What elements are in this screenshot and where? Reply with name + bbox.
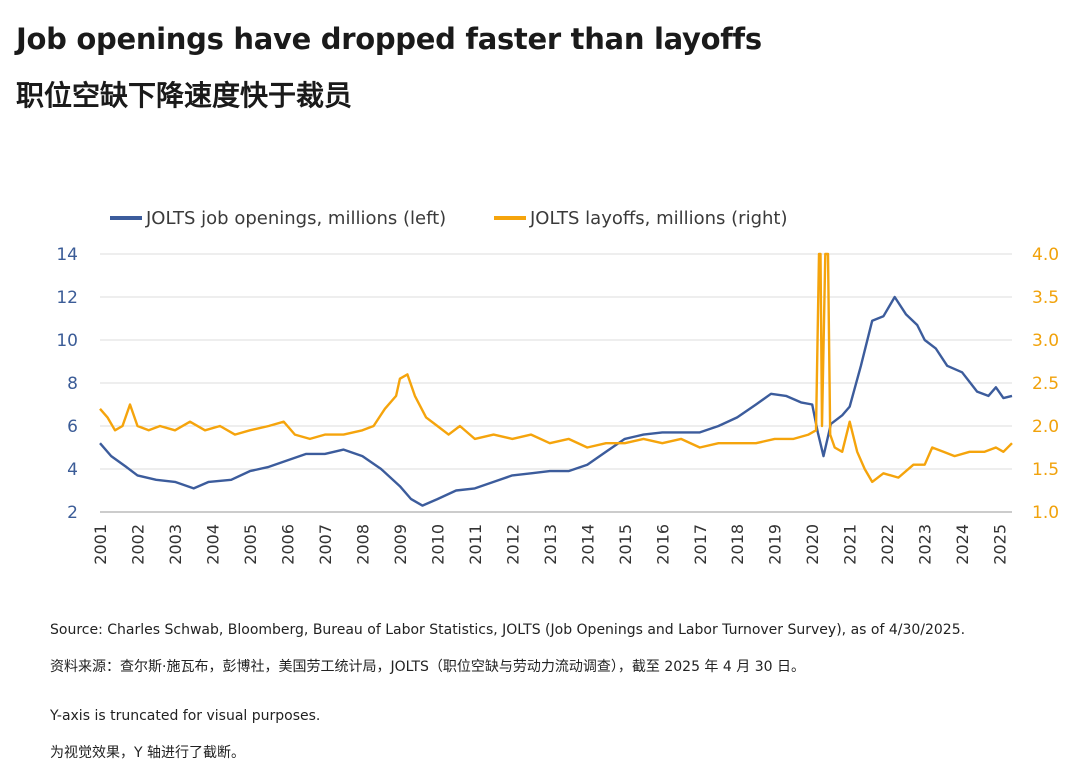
right-tick-label-1.0: 1.0 bbox=[1032, 503, 1059, 523]
x-tick-label-2020: 2020 bbox=[803, 524, 822, 565]
x-tick-label-2013: 2013 bbox=[541, 524, 560, 565]
x-tick-label-2005: 2005 bbox=[241, 524, 260, 565]
x-axis: 2001 2002 2003 2004 2005 2006 2007 2008 2009 2010… bbox=[91, 511, 1012, 565]
x-tick-label-2025: 2025 bbox=[991, 524, 1010, 565]
x-tick-label-2010: 2010 bbox=[428, 524, 447, 565]
right-tick-label-1.5: 1.5 bbox=[1032, 460, 1059, 480]
gridlines bbox=[100, 253, 1012, 513]
right-axis: 1.0 1.5 2.0 2.5 3.0 3.5 4.0 bbox=[1032, 245, 1059, 523]
right-tick-label-3.5: 3.5 bbox=[1032, 288, 1059, 308]
legend-label-layoffs: JOLTS layoffs, millions (right) bbox=[529, 208, 787, 229]
x-tick-label-2007: 2007 bbox=[316, 524, 335, 565]
x-tick-label-2024: 2024 bbox=[953, 524, 972, 565]
left-tick-label-14: 14 bbox=[56, 245, 78, 265]
source-note-zh: 资料来源：查尔斯·施瓦布，彭博社，美国劳工统计局，JOLTS（职位空缺与劳动力流… bbox=[50, 659, 805, 675]
right-tick-label-2.0: 2.0 bbox=[1032, 417, 1059, 437]
x-tick-label-2022: 2022 bbox=[878, 524, 897, 565]
x-tick-label-2009: 2009 bbox=[391, 524, 410, 565]
left-tick-label-4: 4 bbox=[67, 460, 78, 480]
x-tick-label-2011: 2011 bbox=[466, 524, 485, 565]
left-tick-label-12: 12 bbox=[56, 288, 78, 308]
left-tick-label-8: 8 bbox=[67, 374, 78, 394]
legend-label-openings: JOLTS job openings, millions (left) bbox=[145, 208, 446, 229]
x-tick-label-2012: 2012 bbox=[503, 524, 522, 565]
x-tick-label-2002: 2002 bbox=[128, 524, 147, 565]
axis-note-zh: 为视觉效果，Y 轴进行了截断。 bbox=[50, 745, 246, 761]
left-tick-label-2: 2 bbox=[67, 503, 78, 523]
left-axis: 2 4 6 8 10 12 14 bbox=[56, 245, 78, 523]
right-tick-label-2.5: 2.5 bbox=[1032, 374, 1059, 394]
x-tick-label-2018: 2018 bbox=[728, 524, 747, 565]
x-tick-label-2017: 2017 bbox=[691, 524, 710, 565]
x-tick-label-2015: 2015 bbox=[616, 524, 635, 565]
left-tick-label-10: 10 bbox=[56, 331, 78, 351]
x-tick-label-2014: 2014 bbox=[578, 524, 597, 565]
series-line-layoffs bbox=[99, 252, 1013, 484]
x-tick-label-2008: 2008 bbox=[353, 524, 372, 565]
line-chart: JOLTS job openings, millions (left) JOLT… bbox=[56, 208, 1059, 565]
right-tick-label-3.0: 3.0 bbox=[1032, 331, 1059, 351]
right-tick-label-4.0: 4.0 bbox=[1032, 245, 1059, 265]
x-tick-label-2001: 2001 bbox=[91, 524, 110, 565]
x-tick-label-2016: 2016 bbox=[653, 524, 672, 565]
series-lines bbox=[99, 252, 1013, 507]
chart-title-zh: 职位空缺下降速度快于裁员 bbox=[16, 79, 353, 112]
x-tick-label-2004: 2004 bbox=[203, 524, 222, 565]
axis-note-en: Y-axis is truncated for visual purposes. bbox=[50, 708, 321, 724]
legend: JOLTS job openings, millions (left) JOLT… bbox=[110, 208, 787, 229]
x-tick-label-2021: 2021 bbox=[841, 524, 860, 565]
x-tick-label-2003: 2003 bbox=[166, 524, 185, 565]
series-line-job-openings bbox=[99, 295, 1013, 507]
chart-title-en: Job openings have dropped faster than la… bbox=[16, 22, 762, 56]
left-tick-label-6: 6 bbox=[67, 417, 78, 437]
x-tick-label-2006: 2006 bbox=[278, 524, 297, 565]
x-tick-label-2019: 2019 bbox=[766, 524, 785, 565]
x-tick-label-2023: 2023 bbox=[916, 524, 935, 565]
source-note-en: Source: Charles Schwab, Bloomberg, Burea… bbox=[50, 622, 966, 638]
